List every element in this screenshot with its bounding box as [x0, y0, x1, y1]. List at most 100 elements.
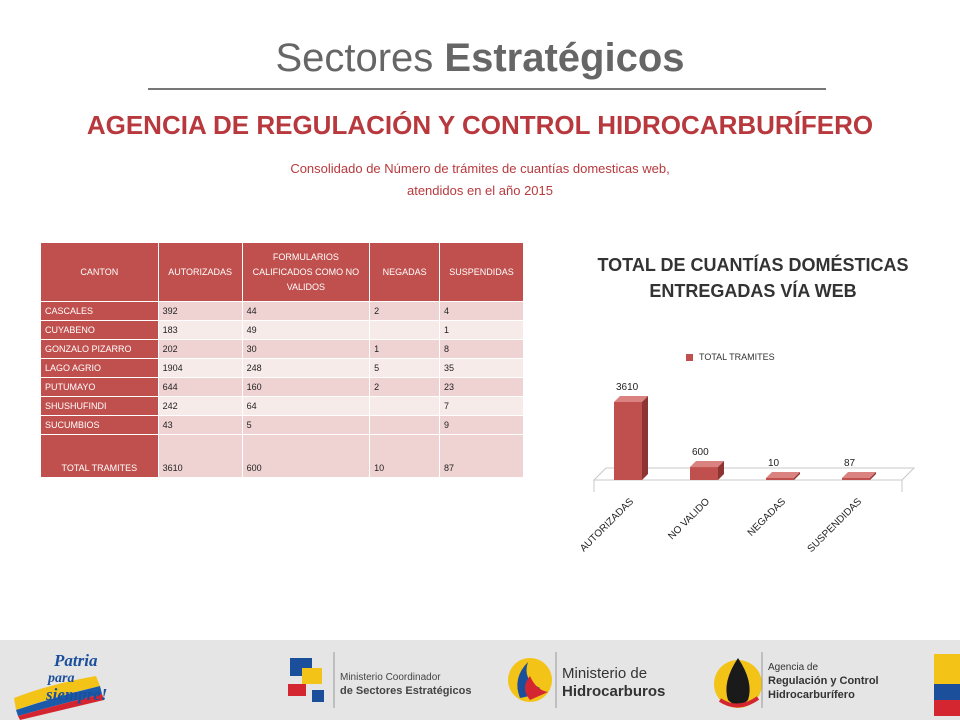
- cell-total-no-validos: 600: [241, 434, 371, 478]
- logo3-line-1: Ministerio de: [562, 665, 647, 682]
- subtitle: Consolidado de Número de trámites de cua…: [0, 158, 960, 202]
- cell-negadas: 2: [369, 377, 441, 397]
- category-label: NEGADAS: [746, 496, 789, 539]
- bar-autorizadas: [614, 402, 642, 480]
- category-label: AUTORIZADAS: [578, 496, 636, 554]
- flag-stripes: [934, 654, 960, 716]
- bar-side: [870, 472, 876, 480]
- cell-suspendidas: 4: [439, 301, 524, 321]
- cell-negadas: [369, 396, 441, 416]
- cell-autorizadas: 43: [157, 415, 243, 435]
- cell-canton: GONZALO PIZARRO: [40, 339, 159, 359]
- table-row: SHUSHUFINDI 242 64 7: [40, 396, 524, 416]
- cell-negadas: [369, 415, 441, 435]
- cell-negadas: [369, 320, 441, 340]
- cell-total-suspendidas: 87: [439, 434, 524, 478]
- title-divider: [148, 88, 826, 90]
- logo1-word-3: siempre!: [45, 685, 107, 704]
- table-row: LAGO AGRIO 1904 248 5 35: [40, 358, 524, 378]
- cell-canton: CUYABENO: [40, 320, 159, 340]
- cell-autorizadas: 242: [157, 396, 243, 416]
- category-label: NO VALIDO: [666, 496, 712, 542]
- agency-heading: AGENCIA DE REGULACIÓN Y CONTROL HIDROCAR…: [86, 110, 874, 140]
- cell-no-validos: 5: [241, 415, 371, 435]
- bar-side: [642, 396, 648, 480]
- table-row: CASCALES 392 44 2 4: [40, 301, 524, 321]
- cell-autorizadas: 202: [157, 339, 243, 359]
- chart-floor: [592, 467, 916, 481]
- data-label: 3610: [616, 382, 639, 393]
- chart-title: TOTAL DE CUANTÍAS DOMÉSTICAS ENTREGADAS …: [597, 255, 909, 301]
- cell-negadas: 5: [369, 358, 441, 378]
- cell-suspendidas: 7: [439, 396, 524, 416]
- sectores-estrategicos-logo: Ministerio Coordinador de Sectores Estra…: [288, 652, 471, 708]
- bar-side: [718, 461, 724, 480]
- table-header-row: CANTON AUTORIZADAS FORMULARIOS CALIFICAD…: [40, 242, 524, 302]
- cell-no-validos: 160: [241, 377, 371, 397]
- cell-canton: SHUSHUFINDI: [40, 396, 159, 416]
- table-row: PUTUMAYO 644 160 2 23: [40, 377, 524, 397]
- header-canton: CANTON: [40, 242, 159, 302]
- cell-autorizadas: 1904: [157, 358, 243, 378]
- slide-title: Sectores Estratégicos: [0, 36, 960, 81]
- cell-negadas: 2: [369, 301, 441, 321]
- legend-swatch: [686, 353, 693, 361]
- footer-bar: Patria para siempre! Ministerio Coordina…: [0, 640, 960, 720]
- bar-negadas: [766, 478, 794, 480]
- table-total-row: TOTAL TRAMITES 3610 600 10 87: [40, 434, 524, 478]
- cell-canton: CASCALES: [40, 301, 159, 321]
- logo4-line-2: Regulación y Control: [768, 675, 879, 687]
- subtitle-line-1: Consolidado de Número de trámites de cua…: [290, 161, 670, 176]
- title-bold: Estratégicos: [444, 36, 685, 80]
- title-light: Sectores: [275, 36, 445, 80]
- patria-para-siempre-logo: Patria para siempre!: [14, 651, 107, 720]
- header-autorizadas: AUTORIZADAS: [157, 242, 243, 302]
- arch-logo: Agencia de Regulación y Control Hidrocar…: [714, 652, 879, 708]
- logo4-line-3: Hidrocarburífero: [768, 689, 855, 701]
- logo1-word-1: Patria: [53, 651, 98, 670]
- bar-side: [794, 472, 800, 480]
- table-row: CUYABENO 183 49 1: [40, 320, 524, 340]
- footer-logos: Patria para siempre! Ministerio Coordina…: [14, 651, 960, 720]
- cell-no-validos: 248: [241, 358, 371, 378]
- cell-suspendidas: 9: [439, 415, 524, 435]
- header-negadas: NEGADAS: [369, 242, 441, 302]
- cell-suspendidas: 8: [439, 339, 524, 359]
- cell-no-validos: 30: [241, 339, 371, 359]
- data-label: 87: [844, 458, 856, 469]
- header-no-validos: FORMULARIOS CALIFICADOS COMO NO VALIDOS: [241, 242, 371, 302]
- cell-no-validos: 44: [241, 301, 371, 321]
- data-label: 10: [768, 458, 780, 469]
- chart-legend: TOTAL TRAMITES: [686, 352, 775, 362]
- subtitle-line-2: atendidos en el año 2015: [406, 183, 553, 198]
- bar-top: [766, 472, 800, 478]
- cell-autorizadas: 392: [157, 301, 243, 321]
- logo4-line-1: Agencia de: [768, 662, 818, 673]
- cell-suspendidas: 23: [439, 377, 524, 397]
- cell-negadas: 1: [369, 339, 441, 359]
- cell-total-autorizadas: 3610: [157, 434, 243, 478]
- data-label: 600: [692, 447, 709, 458]
- bar-top: [690, 461, 724, 468]
- header-suspendidas: SUSPENDIDAS: [439, 242, 524, 302]
- category-label: SUSPENDIDAS: [806, 496, 865, 555]
- cell-no-validos: 64: [241, 396, 371, 416]
- cell-suspendidas: 1: [439, 320, 524, 340]
- logo2-line-2: de Sectores Estratégicos: [340, 685, 471, 697]
- bar-top: [614, 396, 648, 402]
- cell-canton: SUCUMBIOS: [40, 415, 159, 435]
- table-row: GONZALO PIZARRO 202 30 1 8: [40, 339, 524, 359]
- bar-no-valido: [690, 467, 718, 480]
- ministerio-hidrocarburos-logo: Ministerio de Hidrocarburos: [508, 652, 665, 708]
- cell-autorizadas: 644: [157, 377, 243, 397]
- cell-canton: LAGO AGRIO: [40, 358, 159, 378]
- table-row: SUCUMBIOS 43 5 9: [40, 415, 524, 435]
- cell-total-negadas: 10: [369, 434, 441, 478]
- bar-top: [842, 472, 876, 478]
- logo2-line-1: Ministerio Coordinador: [340, 672, 441, 683]
- bar-chart: 3610 AUTORIZADAS 600 NO VALIDO 10 NEGADAS 87 SU…: [578, 382, 916, 555]
- canton-table: CANTON AUTORIZADAS FORMULARIOS CALIFICAD…: [40, 242, 524, 478]
- cell-suspendidas: 35: [439, 358, 524, 378]
- logo3-line-2: Hidrocarburos: [562, 683, 665, 700]
- cell-canton: PUTUMAYO: [40, 377, 159, 397]
